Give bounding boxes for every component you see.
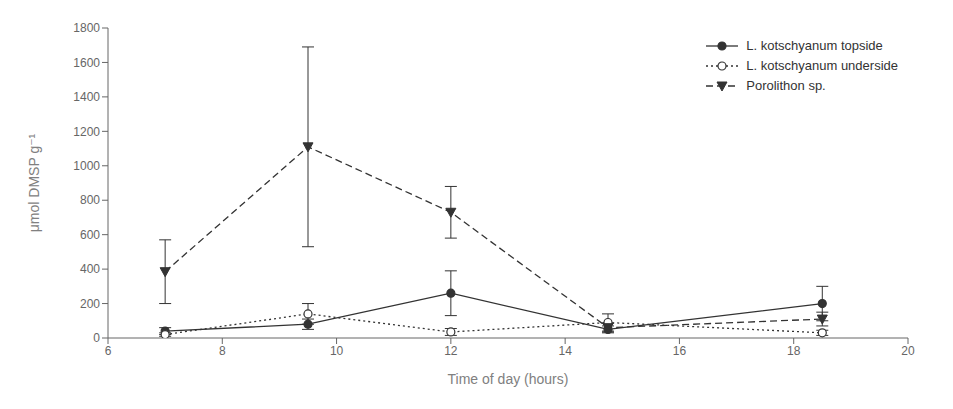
svg-text:14: 14 [558,344,572,358]
svg-text:12: 12 [444,344,458,358]
html-text:L. kotschyanum underside: L. kotschyanum underside [746,58,898,73]
svg-text:1800: 1800 [73,21,100,35]
svg-text:10: 10 [330,344,344,358]
svg-text:1400: 1400 [73,90,100,104]
svg-text:1600: 1600 [73,56,100,70]
svg-text:400: 400 [80,262,100,276]
svg-text:8: 8 [219,344,226,358]
svg-text:16: 16 [673,344,687,358]
svg-text:6: 6 [105,344,112,358]
svg-text:20: 20 [901,344,915,358]
svg-text:1200: 1200 [73,125,100,139]
svg-text:Time of day (hours): Time of day (hours) [448,371,569,387]
svg-text:800: 800 [80,193,100,207]
html-text:L. kotschyanum topside: L. kotschyanum topside [746,38,883,53]
svg-text:600: 600 [80,228,100,242]
svg-text:0: 0 [93,331,100,345]
svg-text:1000: 1000 [73,159,100,173]
html-text:Porolithon sp.: Porolithon sp. [746,78,826,93]
svg-text:μmol DMSP g⁻¹: μmol DMSP g⁻¹ [26,133,42,232]
svg-text:200: 200 [80,297,100,311]
svg-text:18: 18 [787,344,801,358]
